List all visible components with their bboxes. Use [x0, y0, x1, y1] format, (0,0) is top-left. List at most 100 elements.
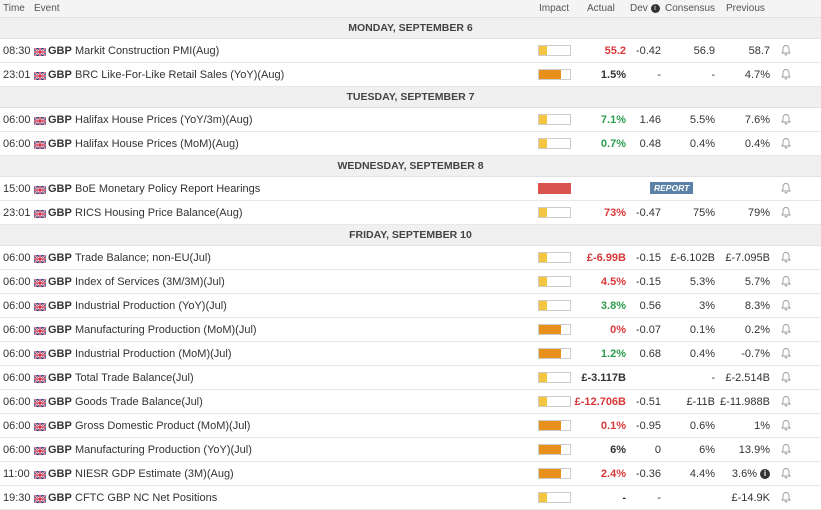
event-name[interactable]: Goods Trade Balance(Jul) [75, 396, 203, 408]
event-row[interactable]: 06:00 GBP Industrial Production (YoY)(Jul)… [0, 294, 821, 318]
bell-icon[interactable] [780, 275, 792, 287]
uk-flag-icon [33, 302, 47, 312]
event-row[interactable]: 06:00 GBP Manufacturing Production (YoY)(J… [0, 438, 821, 462]
event-time: 06:00 [3, 114, 31, 126]
event-name[interactable]: Industrial Production (YoY)(Jul) [75, 300, 227, 312]
event-previous: 1% [754, 420, 770, 432]
event-row[interactable]: 19:30 GBP CFTC GBP NC Net Positions - - £-14.… [0, 486, 821, 510]
event-currency: GBP [48, 114, 72, 126]
event-row[interactable]: 11:00 GBP NIESR GDP Estimate (3M)(Aug) 2.4%… [0, 462, 821, 486]
bell-icon[interactable] [780, 68, 792, 80]
impact-indicator [538, 372, 571, 383]
event-name[interactable]: Trade Balance; non-EU(Jul) [75, 252, 211, 264]
dev-info-icon[interactable]: i [650, 3, 660, 13]
impact-fill [539, 184, 570, 193]
event-consensus: £-6.102B [670, 252, 715, 264]
report-badge[interactable]: REPORT [650, 182, 694, 194]
event-name[interactable]: Manufacturing Production (MoM)(Jul) [75, 324, 257, 336]
event-actual: 0.1% [600, 420, 626, 432]
calendar-body: MONDAY, SEPTEMBER 6 08:30 GBP Markit Constr… [0, 18, 821, 510]
event-name[interactable]: Industrial Production (MoM)(Jul) [75, 348, 232, 360]
event-currency: GBP [48, 183, 72, 195]
event-consensus: - [711, 69, 715, 81]
day-header: WEDNESDAY, SEPTEMBER 8 [0, 156, 821, 177]
event-row[interactable]: 06:00 GBP Goods Trade Balance(Jul) £-12.706… [0, 390, 821, 414]
event-dev: -0.15 [635, 276, 661, 288]
event-row[interactable]: 06:00 GBP Index of Services (3M/3M)(Jul) 4.… [0, 270, 821, 294]
event-time: 06:00 [3, 138, 31, 150]
event-name[interactable]: BoE Monetary Policy Report Hearings [75, 183, 261, 195]
event-row[interactable]: 15:00 GBP BoE Monetary Policy Report Heari… [0, 177, 821, 201]
event-dev: 0 [654, 444, 661, 456]
event-previous: £-7.095B [725, 252, 770, 264]
event-time: 08:30 [3, 45, 31, 57]
bell-icon[interactable] [780, 323, 792, 335]
bell-icon[interactable] [780, 443, 792, 455]
bell-icon[interactable] [780, 395, 792, 407]
event-row[interactable]: 06:00 GBP Gross Domestic Product (MoM)(Jul… [0, 414, 821, 438]
event-name[interactable]: Manufacturing Production (YoY)(Jul) [75, 444, 252, 456]
bell-icon[interactable] [780, 491, 792, 503]
impact-fill [539, 115, 547, 124]
event-name[interactable]: BRC Like-For-Like Retail Sales (YoY)(Aug… [75, 69, 285, 81]
event-row[interactable]: 06:00 GBP Trade Balance; non-EU(Jul) £-6.99… [0, 246, 821, 270]
event-dev: - [657, 69, 661, 81]
bell-icon[interactable] [780, 467, 792, 479]
impact-indicator [538, 324, 571, 335]
event-row[interactable]: 06:00 GBP Manufacturing Production (MoM)(J… [0, 318, 821, 342]
event-row[interactable]: 06:00 GBP Total Trade Balance(Jul) £-3.117B… [0, 366, 821, 390]
event-time: 06:00 [3, 300, 31, 312]
bell-icon[interactable] [780, 371, 792, 383]
impact-indicator [538, 420, 571, 431]
bell-icon[interactable] [780, 419, 792, 431]
event-dev: -0.07 [635, 324, 661, 336]
impact-fill [539, 277, 547, 286]
event-name[interactable]: NIESR GDP Estimate (3M)(Aug) [75, 468, 234, 480]
bell-icon[interactable] [780, 137, 792, 149]
event-name[interactable]: Markit Construction PMI(Aug) [75, 45, 220, 57]
event-row[interactable]: 06:00 GBP Industrial Production (MoM)(Jul)… [0, 342, 821, 366]
event-actual: 55.2 [604, 45, 626, 57]
event-name[interactable]: Gross Domestic Product (MoM)(Jul) [75, 420, 251, 432]
event-row[interactable]: 23:01 GBP BRC Like-For-Like Retail Sales (… [0, 63, 821, 87]
event-row[interactable]: 06:00 GBP Halifax House Prices (YoY/3m)(Au… [0, 108, 821, 132]
event-time: 06:00 [3, 420, 31, 432]
event-row[interactable]: 08:30 GBP Markit Construction PMI(Aug) 55.2… [0, 39, 821, 63]
event-actual: - [622, 492, 626, 504]
event-dev: -0.15 [635, 252, 661, 264]
info-icon[interactable]: i [760, 469, 770, 480]
uk-flag-icon [33, 185, 47, 195]
event-time: 06:00 [3, 252, 31, 264]
uk-flag-icon [33, 470, 47, 480]
impact-fill [539, 493, 547, 502]
event-dev: - [657, 492, 661, 504]
event-consensus: 5.3% [689, 276, 715, 288]
impact-fill [539, 46, 547, 55]
event-name[interactable]: Halifax House Prices (MoM)(Aug) [75, 138, 239, 150]
bell-icon[interactable] [780, 113, 792, 125]
bell-icon[interactable] [780, 206, 792, 218]
event-row[interactable]: 23:01 GBP RICS Housing Price Balance(Aug) 7… [0, 201, 821, 225]
bell-icon[interactable] [780, 182, 792, 194]
event-name[interactable]: Halifax House Prices (YoY/3m)(Aug) [75, 114, 253, 126]
bell-icon[interactable] [780, 251, 792, 263]
event-name[interactable]: CFTC GBP NC Net Positions [75, 492, 218, 504]
event-actual: £-3.117B [581, 372, 626, 384]
event-row[interactable]: 06:00 GBP Halifax House Prices (MoM)(Aug) 0… [0, 132, 821, 156]
impact-indicator [538, 396, 571, 407]
event-dev: 0.48 [639, 138, 661, 150]
uk-flag-icon [33, 374, 47, 384]
event-currency: GBP [48, 492, 72, 504]
event-consensus: - [711, 372, 715, 384]
event-time: 19:30 [3, 492, 31, 504]
event-actual: 6% [610, 444, 626, 456]
col-time: Time [3, 3, 25, 14]
event-name[interactable]: RICS Housing Price Balance(Aug) [75, 207, 243, 219]
event-name[interactable]: Index of Services (3M/3M)(Jul) [75, 276, 225, 288]
bell-icon[interactable] [780, 299, 792, 311]
uk-flag-icon [33, 140, 47, 150]
bell-icon[interactable] [780, 347, 792, 359]
event-name[interactable]: Total Trade Balance(Jul) [75, 372, 194, 384]
bell-icon[interactable] [780, 44, 792, 56]
